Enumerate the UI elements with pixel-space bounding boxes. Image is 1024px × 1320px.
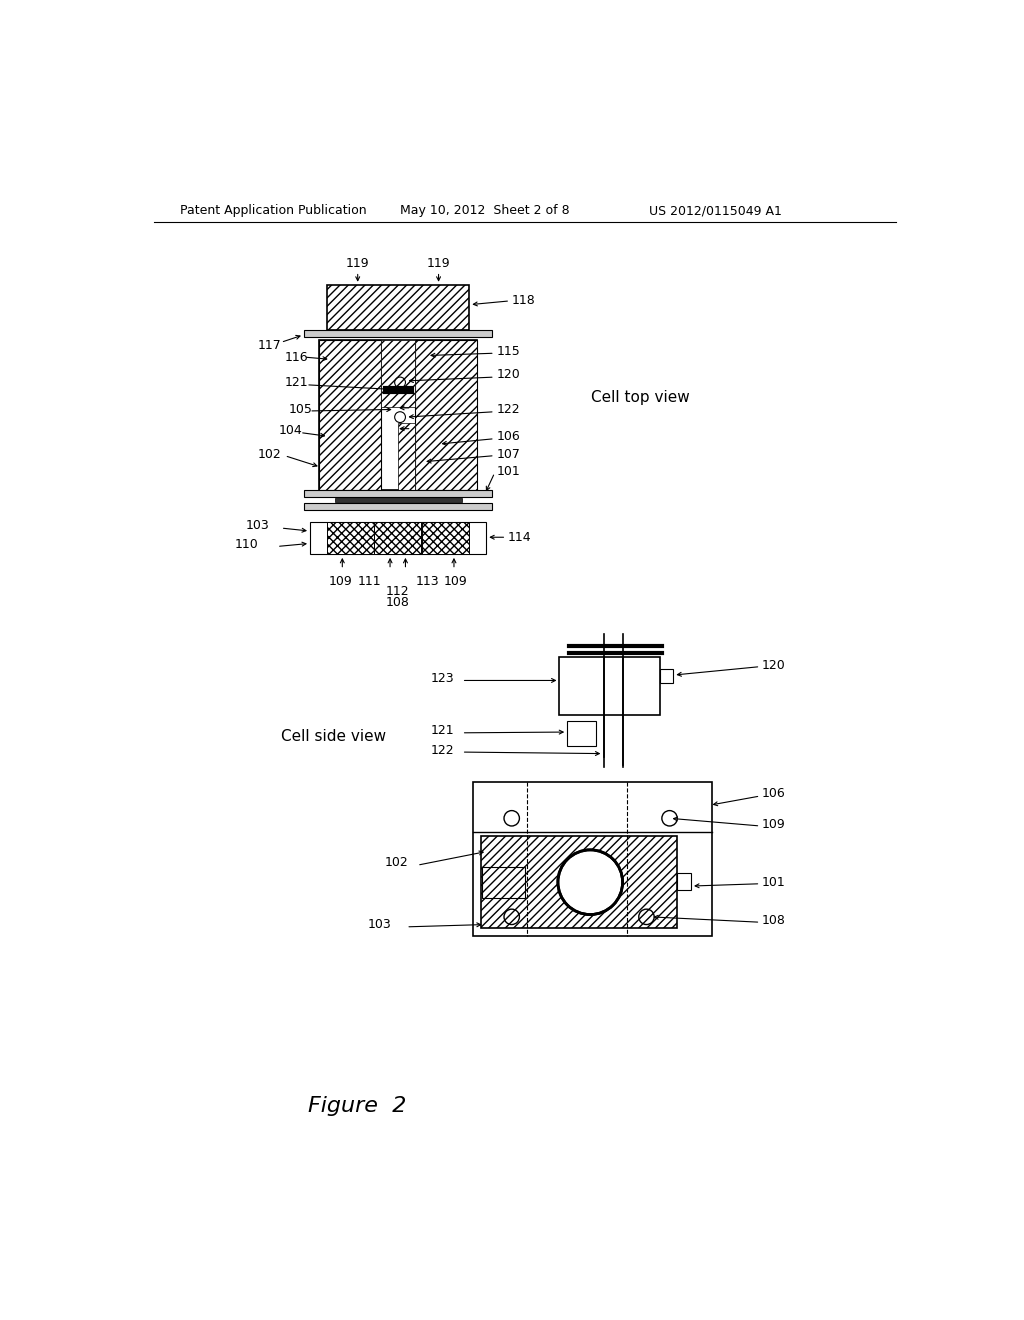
Text: 111: 111 [357, 574, 381, 587]
Bar [416, 341, 477, 490]
Text: 123: 123 [431, 672, 455, 685]
Text: 120: 120 [762, 659, 785, 672]
Bar [559, 657, 659, 715]
Circle shape [558, 850, 623, 915]
Text: 119: 119 [427, 257, 451, 271]
Text: Figure  2: Figure 2 [307, 1096, 407, 1115]
Text: 101: 101 [762, 875, 785, 888]
Text: 122: 122 [431, 744, 455, 758]
Text: 109: 109 [762, 818, 785, 832]
Text: 107: 107 [497, 447, 520, 461]
Bar [473, 781, 712, 936]
Bar [381, 341, 416, 407]
Bar [482, 867, 524, 898]
Text: 115: 115 [497, 345, 520, 358]
Text: 102: 102 [258, 447, 282, 461]
Bar [659, 669, 674, 682]
Text: US 2012/0115049 A1: US 2012/0115049 A1 [649, 205, 782, 218]
Text: 121: 121 [431, 723, 455, 737]
Text: 112: 112 [386, 585, 410, 598]
Bar [677, 873, 691, 890]
Text: 103: 103 [368, 917, 391, 931]
Text: 121: 121 [285, 376, 308, 389]
Text: 120: 120 [497, 368, 520, 381]
Text: 109: 109 [329, 574, 352, 587]
Text: 119: 119 [346, 257, 370, 271]
Bar [397, 422, 415, 490]
Bar [304, 490, 493, 498]
Bar [304, 503, 493, 511]
Bar [567, 721, 596, 746]
Text: 101: 101 [497, 465, 520, 478]
Text: 122: 122 [497, 403, 520, 416]
Text: 110: 110 [234, 539, 258, 552]
Text: 109: 109 [443, 574, 467, 587]
Bar [327, 285, 469, 330]
Text: 106: 106 [497, 430, 520, 444]
Text: 106: 106 [762, 787, 785, 800]
Text: 114: 114 [508, 531, 531, 544]
Bar [422, 521, 469, 554]
Text: 117: 117 [258, 339, 282, 352]
Bar [481, 836, 677, 928]
Text: 108: 108 [762, 915, 785, 927]
Text: Cell side view: Cell side view [281, 729, 386, 744]
Bar [327, 521, 374, 554]
Text: 116: 116 [285, 351, 308, 363]
Text: 118: 118 [512, 294, 536, 308]
Bar [319, 341, 477, 490]
Bar [304, 330, 493, 337]
Bar [335, 498, 462, 502]
Text: 103: 103 [246, 519, 269, 532]
Text: 104: 104 [279, 425, 302, 437]
Text: 105: 105 [289, 403, 312, 416]
Text: Cell top view: Cell top view [591, 391, 690, 405]
Text: 113: 113 [415, 574, 439, 587]
Text: 102: 102 [385, 857, 409, 870]
Bar [374, 521, 421, 554]
Text: 108: 108 [386, 597, 410, 610]
Bar [310, 521, 486, 554]
Bar [319, 341, 381, 490]
Text: Patent Application Publication: Patent Application Publication [179, 205, 367, 218]
Text: May 10, 2012  Sheet 2 of 8: May 10, 2012 Sheet 2 of 8 [400, 205, 569, 218]
